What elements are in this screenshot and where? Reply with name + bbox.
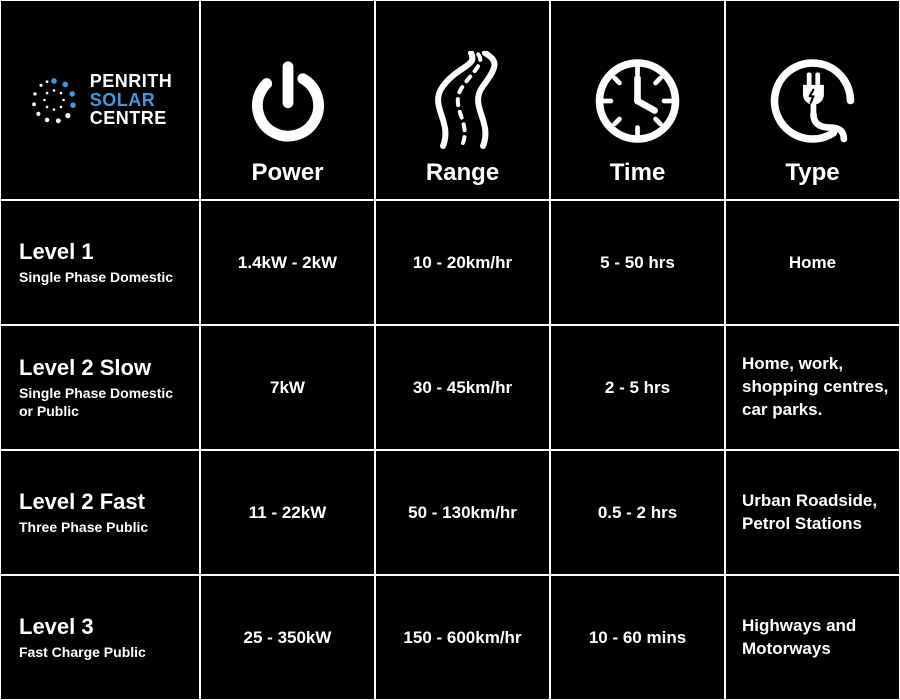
brand-text: PENRITH SOLAR CENTRE [90,72,173,129]
cell-l2s-power: 7kW [200,325,375,450]
level-subtitle: Single Phase Domestic [19,269,173,287]
charging-table: PENRITH SOLAR CENTRE Power Range [0,0,900,700]
cell-l2f-type: Urban Roadside, Petrol Stations [725,450,900,575]
cell-l3-power: 25 - 350kW [200,575,375,700]
row-header-level1: Level 1 Single Phase Domestic [0,200,200,325]
level-title: Level 3 [19,614,94,640]
cell-l1-power: 1.4kW - 2kW [200,200,375,325]
level-subtitle: Fast Charge Public [19,644,146,662]
col-header-time: Time [550,0,725,200]
col-header-range: Range [375,0,550,200]
brand-line2: SOLAR [90,91,173,110]
clock-icon [590,51,685,151]
cell-l3-time: 10 - 60 mins [550,575,725,700]
cell-l2s-type: Home, work, shopping centres, car parks. [725,325,900,450]
level-title: Level 1 [19,239,94,265]
level-title: Level 2 Fast [19,489,145,515]
col-header-type: Type [725,0,900,200]
cell-l1-time: 5 - 50 hrs [550,200,725,325]
cell-l2s-time: 2 - 5 hrs [550,325,725,450]
brand-line3: CENTRE [90,109,173,128]
col-label-type: Type [785,159,839,187]
row-header-level2fast: Level 2 Fast Three Phase Public [0,450,200,575]
level-subtitle: Single Phase Domestic or Public [19,385,189,420]
road-icon [413,51,513,151]
brand-line1: PENRITH [90,72,173,91]
cell-l2s-range: 30 - 45km/hr [375,325,550,450]
level-subtitle: Three Phase Public [19,519,148,537]
cell-l2f-range: 50 - 130km/hr [375,450,550,575]
cell-l2f-power: 11 - 22kW [200,450,375,575]
col-label-power: Power [251,159,323,187]
cell-l3-range: 150 - 600km/hr [375,575,550,700]
col-label-range: Range [426,159,499,187]
cell-l1-range: 10 - 20km/hr [375,200,550,325]
col-label-time: Time [610,159,666,187]
col-header-power: Power [200,0,375,200]
power-icon [243,51,333,151]
cell-l2f-time: 0.5 - 2 hrs [550,450,725,575]
brand-logo: PENRITH SOLAR CENTRE [0,0,200,200]
cell-l1-type: Home [725,200,900,325]
level-title: Level 2 Slow [19,355,151,381]
row-header-level2slow: Level 2 Slow Single Phase Domestic or Pu… [0,325,200,450]
logo-dots-icon [28,74,80,126]
row-header-level3: Level 3 Fast Charge Public [0,575,200,700]
cell-l3-type: Highways and Motorways [725,575,900,700]
plug-icon [765,51,860,151]
